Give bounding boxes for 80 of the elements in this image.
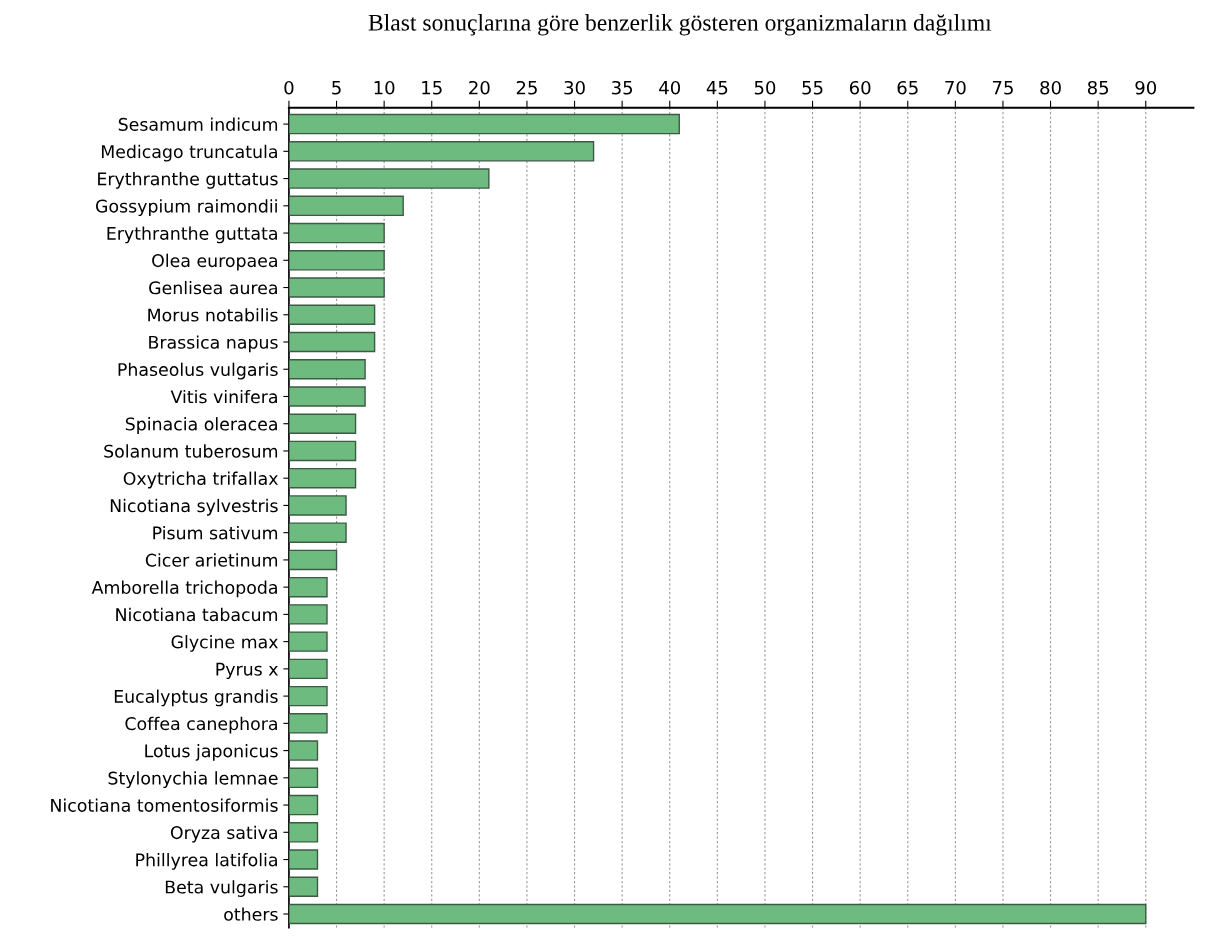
x-tick-label: 5 xyxy=(332,81,341,95)
x-tick-label: 55 xyxy=(802,81,823,95)
y-tick-label: Cicer arietinum xyxy=(145,553,278,567)
x-tick-label: 40 xyxy=(659,80,681,95)
y-tick-label: Sesamum indicum xyxy=(118,117,278,131)
y-tick-label: Eucalyptus grandis xyxy=(114,689,278,707)
y-tick-label: Erythranthe guttatus xyxy=(98,171,278,189)
bar xyxy=(288,440,357,462)
y-tick-label: Glycine max xyxy=(171,635,278,652)
bar xyxy=(288,849,319,870)
y-tick-label: Oxytricha trifallax xyxy=(123,471,278,489)
bar xyxy=(288,168,490,189)
x-tick-label: 60 xyxy=(849,80,871,95)
bar xyxy=(288,767,319,789)
y-tick-label: Morus notabilis xyxy=(148,308,278,322)
bar xyxy=(288,250,385,271)
x-tick-label: 75 xyxy=(992,81,1013,95)
bar xyxy=(288,685,328,707)
y-tick-label: Nicotiana sylvestris xyxy=(110,498,278,516)
bar xyxy=(288,222,385,244)
bar xyxy=(288,195,404,217)
y-tick-label: Pyrus x xyxy=(216,662,278,680)
bar xyxy=(288,113,680,135)
x-tick-label: 85 xyxy=(1087,80,1109,95)
x-tick-label: 25 xyxy=(516,80,537,95)
bar xyxy=(288,604,328,625)
bar xyxy=(288,495,347,516)
x-tick-label: 15 xyxy=(422,81,442,95)
x-tick-label: 80 xyxy=(1040,80,1061,95)
x-tick-label: 20 xyxy=(469,80,490,95)
bar xyxy=(288,304,376,325)
y-tick-label: Nicotiana tomentosiformis xyxy=(51,798,278,812)
y-tick-label: Pisum sativum xyxy=(153,526,278,540)
x-tick-label: 50 xyxy=(754,80,776,95)
bar xyxy=(288,713,328,734)
x-tick-label: 35 xyxy=(612,80,633,95)
y-tick-label: Lotus japonicus xyxy=(145,743,278,761)
bar xyxy=(288,141,595,162)
y-tick-label: Phillyrea latifolia xyxy=(136,852,277,870)
bar xyxy=(288,631,328,652)
bar xyxy=(288,576,328,598)
bar xyxy=(288,794,319,816)
bar xyxy=(288,822,319,843)
bar xyxy=(288,522,347,543)
x-tick-label: 30 xyxy=(564,80,585,95)
bar xyxy=(288,386,366,407)
y-tick-label: Vitis vinifera xyxy=(170,389,277,404)
y-tick-label: Phaseolus vulgaris xyxy=(118,362,278,380)
y-tick-label: Amborella trichopoda xyxy=(91,580,277,598)
bar xyxy=(288,331,376,353)
bar xyxy=(288,903,1147,925)
bar xyxy=(288,658,328,680)
y-tick-label: Stylonychia lemnae xyxy=(108,771,278,789)
y-tick-label: Solanum tuberosum xyxy=(104,444,278,458)
bar xyxy=(288,277,385,298)
y-tick-label: Medicago truncatula xyxy=(101,144,277,162)
y-tick-label: Spinacia oleracea xyxy=(125,417,277,434)
chart-title: Blast sonuçlarına göre benzerlik gösteren organizmaların dağılımı xyxy=(368,14,992,36)
y-tick-label: Brassica napus xyxy=(149,335,278,353)
x-tick-label: 65 xyxy=(897,80,918,95)
y-tick-label: Beta vulgaris xyxy=(165,880,278,897)
y-tick-label: Oryza sativa xyxy=(170,825,277,843)
y-tick-label: others xyxy=(224,907,278,921)
bar xyxy=(288,876,319,898)
y-tick-label: Coffea canephora xyxy=(125,716,277,734)
bar xyxy=(288,467,357,489)
x-tick-label: 10 xyxy=(374,80,395,95)
y-tick-label: Gossypium raimondii xyxy=(95,199,277,217)
bar xyxy=(288,740,319,761)
bar xyxy=(288,359,366,380)
x-tick-label: 0 xyxy=(284,80,294,95)
y-tick-label: Olea europaea xyxy=(152,253,277,271)
bar xyxy=(288,549,338,571)
y-tick-label: Nicotiana tabacum xyxy=(116,607,278,622)
x-tick-label: 45 xyxy=(706,81,728,95)
y-tick-label: Genlisea aurea xyxy=(149,280,277,295)
bar xyxy=(288,413,357,434)
x-tick-label: 70 xyxy=(945,80,966,95)
x-tick-label: 90 xyxy=(1135,80,1157,95)
y-tick-label: Erythranthe guttata xyxy=(107,226,277,244)
